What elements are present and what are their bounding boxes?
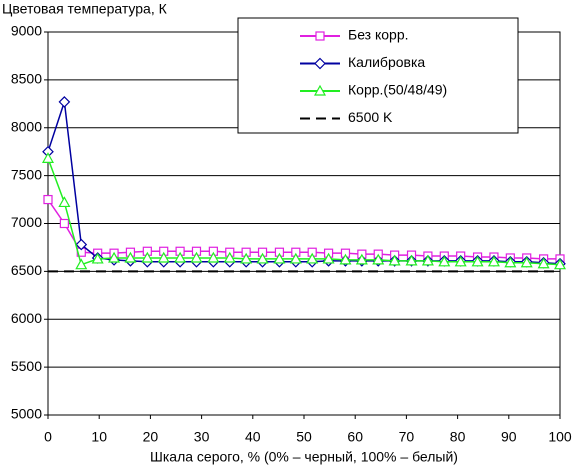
- marker: [471, 255, 484, 267]
- x-axis-label: Шкала серого, % (0% – черный, 100% – бел…: [150, 449, 458, 465]
- y-tick-label: 7000: [11, 214, 42, 230]
- marker: [421, 254, 434, 266]
- marker: [520, 256, 533, 268]
- marker: [41, 152, 55, 163]
- marker: [306, 252, 319, 264]
- x-tick-label: 50: [296, 429, 312, 445]
- marker: [141, 251, 154, 263]
- marker: [313, 84, 327, 96]
- y-tick-label: 8500: [11, 71, 42, 87]
- legend-label: Калибровка: [348, 54, 425, 70]
- marker: [58, 196, 71, 208]
- marker: [157, 251, 170, 263]
- y-tick-label: 6500: [11, 262, 42, 278]
- x-tick-label: 10: [91, 429, 107, 445]
- legend-box: [237, 17, 519, 134]
- x-tick-label: 80: [450, 429, 466, 445]
- x-tick-label: 0: [44, 429, 52, 445]
- marker: [553, 258, 567, 270]
- chart-title: Цветовая температура, К: [2, 1, 168, 17]
- marker: [256, 252, 269, 264]
- marker: [223, 251, 236, 263]
- marker: [59, 218, 69, 229]
- marker: [273, 252, 286, 264]
- x-tick-label: 70: [399, 429, 415, 445]
- x-tick-label: 90: [501, 429, 517, 445]
- marker: [108, 251, 121, 263]
- marker: [124, 251, 137, 263]
- marker: [174, 251, 187, 263]
- legend-label: Корр.(50/48/49): [348, 82, 447, 98]
- marker: [487, 255, 500, 267]
- marker: [504, 256, 517, 268]
- marker: [91, 252, 104, 264]
- y-tick-label: 5500: [11, 358, 42, 374]
- y-tick-label: 6000: [11, 310, 42, 326]
- marker: [75, 258, 88, 270]
- marker: [58, 96, 71, 108]
- marker: [454, 255, 467, 267]
- x-tick-label: 40: [245, 429, 261, 445]
- y-tick-label: 8000: [11, 118, 42, 134]
- x-tick-label: 20: [143, 429, 159, 445]
- marker: [339, 253, 352, 265]
- marker: [190, 251, 203, 263]
- marker: [207, 251, 220, 263]
- legend-label: Без корр.: [348, 27, 409, 43]
- marker: [537, 257, 550, 269]
- marker: [388, 254, 401, 266]
- y-tick-label: 7500: [11, 166, 42, 182]
- marker: [372, 253, 385, 265]
- marker: [75, 238, 88, 251]
- marker: [438, 255, 451, 267]
- legend-label: 6500 K: [348, 109, 393, 125]
- x-tick-label: 100: [548, 429, 572, 445]
- marker: [405, 254, 418, 266]
- y-tick-label: 5000: [11, 406, 42, 422]
- marker: [314, 57, 326, 70]
- y-tick-label: 9000: [11, 23, 42, 39]
- marker: [315, 31, 325, 41]
- marker: [43, 194, 53, 205]
- marker: [289, 252, 302, 264]
- marker: [240, 252, 253, 264]
- marker: [355, 253, 368, 265]
- x-tick-label: 30: [194, 429, 210, 445]
- x-tick-label: 60: [347, 429, 363, 445]
- marker: [322, 252, 335, 264]
